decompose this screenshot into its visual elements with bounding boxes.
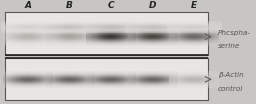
Text: B: B	[66, 1, 73, 10]
Text: serine: serine	[218, 43, 240, 49]
Text: C: C	[108, 1, 114, 10]
Bar	[5, 12, 208, 55]
Bar	[5, 58, 208, 100]
Text: Phcspha-: Phcspha-	[218, 30, 251, 36]
Text: A: A	[25, 1, 31, 10]
Text: β-Actin: β-Actin	[218, 72, 244, 78]
Text: control: control	[218, 86, 243, 92]
Text: D: D	[148, 1, 156, 10]
Text: E: E	[191, 1, 197, 10]
